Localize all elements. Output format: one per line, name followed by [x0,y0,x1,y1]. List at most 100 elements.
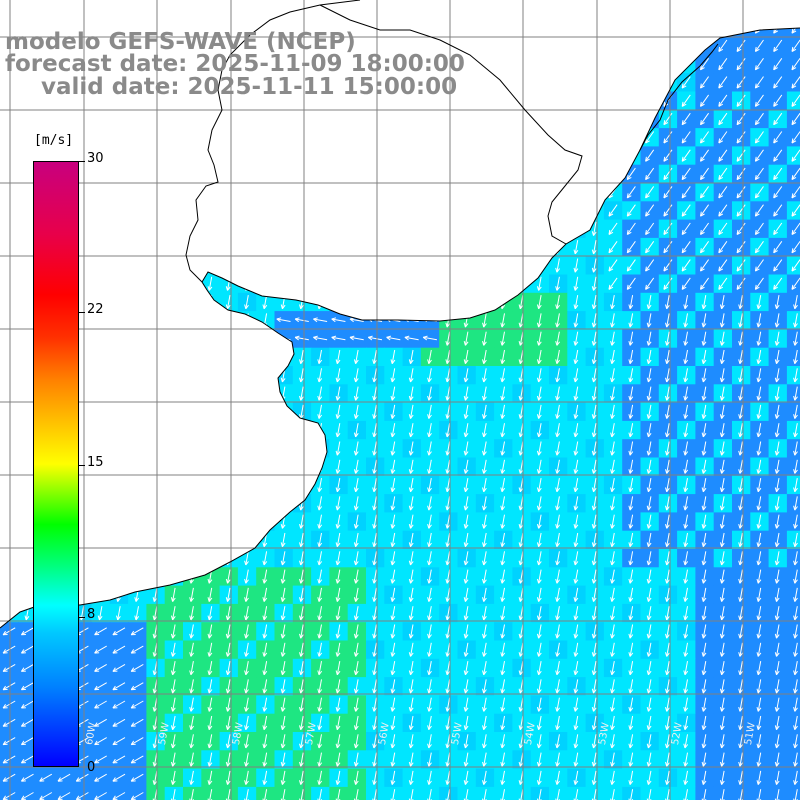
wind-speed-cell [237,256,257,276]
wind-arrow [244,276,249,291]
wind-speed-cell [512,146,532,166]
wind-arrow [536,295,542,310]
wind-arrow [189,240,195,255]
wind-arrow [793,368,798,383]
wind-arrow [353,349,359,365]
wind-arrow [24,496,30,511]
wind-arrow [313,317,328,323]
wind-arrow [628,697,634,712]
wind-speed-cell [439,183,459,202]
wind-arrow [112,792,126,800]
wind-speed-cell [0,512,19,532]
wind-arrow [130,682,144,691]
wind-arrow [225,423,231,438]
wind-arrow [225,258,231,273]
wind-speed-cell [439,28,459,38]
wind-arrow [482,661,487,676]
wind-speed-cell [201,494,221,513]
wind-arrow [645,149,655,162]
wind-arrow [24,459,30,474]
wind-speed-cell [347,109,367,129]
wind-speed-cell [311,439,330,459]
wind-arrow [718,167,728,181]
wind-arrow [24,203,30,218]
wind-speed-cell [91,549,111,568]
wind-arrow [719,715,725,731]
wind-speed-cell [109,457,129,477]
wind-arrow [700,222,710,235]
wind-arrow [463,752,469,767]
wind-arrow [130,773,144,782]
wind-arrow [756,404,762,419]
wind-arrow [738,624,743,639]
wind-arrow [591,478,597,493]
wind-arrow [317,569,323,584]
wind-arrow [317,386,323,401]
wind-speed-cell [366,28,385,38]
wind-arrow [701,441,707,456]
wind-speed-cell [585,54,605,74]
wind-arrow [225,569,231,584]
wind-arrow [500,624,506,639]
wind-arrow [427,423,432,438]
wind-arrow [335,551,341,566]
wind-arrow [610,459,615,474]
wind-speed-cell [183,530,202,550]
wind-speed-cell [109,366,129,385]
wind-arrow [793,532,798,548]
wind-arrow [427,28,432,35]
wind-arrow [628,606,634,621]
wind-speed-cell [512,219,532,239]
wind-speed-cell [366,0,385,19]
wind-speed-cell [219,402,239,422]
wind-arrow [463,185,469,200]
wind-arrow [518,203,524,218]
wind-arrow [756,715,762,731]
wind-arrow [445,240,451,255]
wind-arrow [116,112,121,127]
wind-arrow [500,752,506,767]
wind-arrow [718,39,728,52]
wind-arrow [299,258,304,273]
wind-arrow [555,642,560,657]
wind-arrow [591,697,597,712]
wind-arrow [170,441,176,456]
wind-arrow [280,276,286,291]
wind-speed-cell [366,164,385,184]
wind-arrow [628,459,634,474]
wind-arrow [112,755,126,764]
wind-speed-cell [91,786,111,800]
wind-arrow [774,3,782,15]
wind-speed-cell [347,256,367,276]
wind-speed-cell [256,439,276,459]
wind-arrow [244,112,249,127]
wind-speed-cell [420,128,440,147]
wind-arrow [482,221,487,236]
wind-arrow [793,587,798,602]
wind-arrow [793,478,798,493]
wind-speed-cell [457,219,477,239]
wind-arrow [738,404,743,419]
wind-arrow [353,624,359,639]
wind-speed-cell [347,183,367,202]
wind-arrow [536,478,542,493]
wind-arrow [97,532,103,548]
wind-arrow [207,514,213,529]
wind-speed-cell [494,73,513,93]
wind-speed-cell [128,530,147,550]
wind-arrow [317,624,323,639]
wind-arrow [610,496,615,511]
wind-speed-cell [256,366,276,385]
wind-arrow [262,514,268,529]
wind-speed-cell [164,292,184,312]
wind-arrow [500,587,506,602]
wind-arrow [244,661,249,676]
wind-arrow [555,423,560,438]
wind-arrow [681,112,691,126]
wind-arrow [299,532,304,548]
wind-arrow [536,166,542,181]
wind-arrow [24,130,30,145]
wind-arrow [518,75,524,90]
wind-arrow [591,569,597,584]
wind-arrow [719,313,725,328]
